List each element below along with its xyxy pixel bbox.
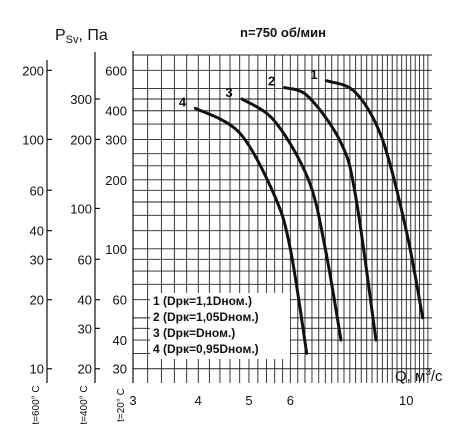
y-tick-label: 30 bbox=[113, 362, 127, 377]
y-tick-label: 200 bbox=[105, 173, 127, 188]
series-curve bbox=[193, 106, 309, 355]
x-axis-label: Q, м3/c bbox=[395, 367, 443, 385]
secondary-axis-tick-label: 100 bbox=[70, 201, 92, 216]
secondary-axis-tick-label: 40 bbox=[30, 224, 44, 239]
series-label: 1 bbox=[310, 67, 317, 82]
series-curve bbox=[283, 86, 378, 342]
secondary-axis-tick-label: 20 bbox=[78, 362, 92, 377]
secondary-axis-tick-label: 40 bbox=[78, 293, 92, 308]
secondary-axis-tick-label: 30 bbox=[78, 321, 92, 336]
y-tick-label: 100 bbox=[105, 242, 127, 257]
series-curve bbox=[325, 79, 425, 320]
secondary-axis-tick-label: 100 bbox=[22, 132, 44, 147]
secondary-axis-tick-label: 60 bbox=[78, 252, 92, 267]
secondary-axis-tick-label: 30 bbox=[30, 252, 44, 267]
x-tick-label: 6 bbox=[287, 393, 294, 408]
main-axis-label: t=20° C bbox=[116, 388, 127, 422]
legend-entry: 4 (Dpк=0,95Dном.) bbox=[153, 342, 259, 356]
series-label: 2 bbox=[268, 74, 275, 89]
secondary-axis-tick-label: 200 bbox=[22, 63, 44, 78]
secondary-axis-label: t=400° C bbox=[79, 385, 90, 424]
x-tick-label: 10 bbox=[399, 393, 413, 408]
secondary-axis-tick-label: 200 bbox=[70, 132, 92, 147]
secondary-axis-tick-label: 10 bbox=[30, 362, 44, 377]
series-label: 3 bbox=[225, 85, 232, 100]
x-tick-label: 5 bbox=[245, 393, 252, 408]
series-label: 4 bbox=[179, 94, 187, 109]
y-tick-label: 400 bbox=[105, 104, 127, 119]
secondary-axis-tick-label: 60 bbox=[30, 183, 44, 198]
x-tick-label: 3 bbox=[129, 393, 136, 408]
chart-title: n=750 об/мин bbox=[240, 25, 326, 40]
y-axis-label: PSv, Па bbox=[55, 27, 108, 46]
secondary-axis-tick-label: 300 bbox=[70, 92, 92, 107]
legend-box bbox=[150, 293, 290, 359]
y-tick-label: 40 bbox=[113, 333, 127, 348]
y-tick-label: 600 bbox=[105, 63, 127, 78]
series-curve bbox=[240, 97, 343, 342]
x-tick-label: 4 bbox=[195, 393, 202, 408]
secondary-axis-label: t=600° C bbox=[31, 385, 42, 424]
legend-entry: 2 (Dpк=1,05Dном.) bbox=[153, 310, 259, 324]
secondary-axis-tick-label: 20 bbox=[30, 293, 44, 308]
legend-entry: 3 (Dpк=Dном.) bbox=[153, 326, 235, 340]
y-tick-label: 300 bbox=[105, 132, 127, 147]
legend-entry: 1 (Dpк=1,1Dном.) bbox=[153, 294, 252, 308]
y-tick-label: 60 bbox=[113, 293, 127, 308]
